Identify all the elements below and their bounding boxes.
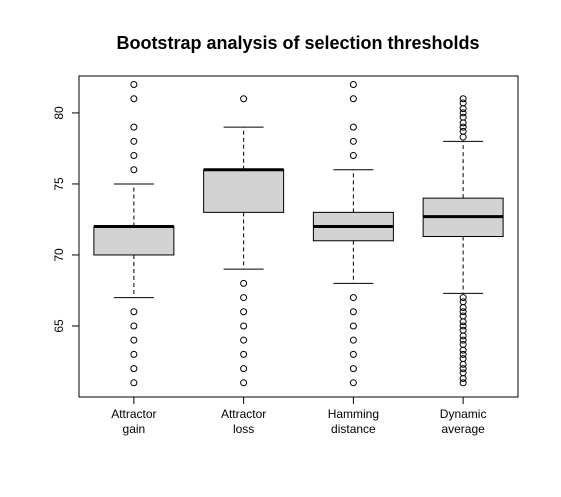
outlier-point — [130, 336, 138, 344]
box-group — [93, 81, 175, 387]
box-iqr — [203, 169, 285, 213]
outlier-point — [130, 322, 138, 330]
outlier-point — [349, 336, 357, 344]
outlier-point — [349, 294, 357, 302]
outlier-point — [240, 379, 248, 387]
outlier-point — [130, 152, 138, 160]
outlier-point — [240, 279, 248, 287]
outlier-point — [349, 379, 357, 387]
outlier-point — [459, 379, 467, 387]
box-iqr — [93, 226, 175, 256]
outlier-point — [349, 137, 357, 145]
outlier-point — [130, 137, 138, 145]
y-tick-label: 70 — [52, 248, 66, 262]
outlier-point — [459, 127, 467, 135]
x-tick-label: Dynamic — [440, 407, 487, 421]
outlier-point — [459, 298, 467, 306]
outlier-point — [349, 350, 357, 358]
outlier-point — [349, 322, 357, 330]
y-tick-label: 75 — [52, 177, 66, 191]
boxes-layer — [93, 81, 504, 387]
outlier-point — [349, 365, 357, 373]
outlier-point — [130, 365, 138, 373]
outlier-point — [349, 308, 357, 316]
outlier-point — [459, 360, 467, 368]
outlier-point — [459, 375, 467, 383]
x-tick-label: loss — [233, 422, 254, 436]
outlier-point — [130, 95, 138, 103]
outlier-point — [130, 81, 138, 89]
outlier-point — [459, 369, 467, 377]
chart-title: Bootstrap analysis of selection threshol… — [116, 33, 479, 53]
x-tick-label: Hamming — [328, 407, 379, 421]
outlier-point — [459, 322, 467, 330]
outlier-point — [459, 312, 467, 320]
outlier-point — [459, 105, 467, 113]
outlier-point — [130, 350, 138, 358]
y-axis: 65 70 75 80 — [52, 106, 80, 333]
outlier-point — [459, 308, 467, 316]
outlier-point — [459, 332, 467, 340]
outlier-point — [459, 346, 467, 354]
outlier-point — [459, 350, 467, 358]
outlier-point — [459, 318, 467, 326]
outlier-point — [349, 95, 357, 103]
y-tick-label: 80 — [52, 106, 66, 120]
outlier-point — [459, 113, 467, 121]
x-axis: AttractorgainAttractorlossHammingdistanc… — [111, 396, 487, 436]
outlier-point — [459, 99, 467, 107]
outlier-point — [240, 322, 248, 330]
outlier-point — [459, 294, 467, 302]
outlier-point — [130, 123, 138, 131]
outlier-point — [459, 336, 467, 344]
outlier-point — [240, 350, 248, 358]
x-tick-label: distance — [331, 422, 376, 436]
outlier-point — [349, 123, 357, 131]
outlier-point — [349, 81, 357, 89]
outlier-point — [240, 308, 248, 316]
outlier-point — [240, 365, 248, 373]
x-tick-label: gain — [123, 422, 146, 436]
outlier-point — [130, 166, 138, 174]
outlier-point — [459, 133, 467, 141]
outlier-point — [459, 340, 467, 348]
outlier-point — [130, 308, 138, 316]
outlier-point — [349, 152, 357, 160]
outlier-point — [459, 119, 467, 127]
x-tick-label: Attractor — [111, 407, 156, 421]
box-group — [203, 95, 285, 387]
box-group — [422, 95, 504, 387]
outlier-point — [459, 109, 467, 117]
box-group — [312, 81, 394, 387]
outlier-point — [459, 365, 467, 373]
y-tick-label: 65 — [52, 319, 66, 333]
x-tick-label: Attractor — [221, 407, 266, 421]
outlier-point — [130, 379, 138, 387]
outlier-point — [459, 95, 467, 103]
x-tick-label: average — [441, 422, 485, 436]
outlier-point — [459, 355, 467, 363]
outlier-point — [459, 326, 467, 334]
outlier-point — [459, 304, 467, 312]
outlier-point — [240, 336, 248, 344]
outlier-point — [459, 123, 467, 131]
outlier-point — [240, 95, 248, 103]
outlier-point — [240, 294, 248, 302]
